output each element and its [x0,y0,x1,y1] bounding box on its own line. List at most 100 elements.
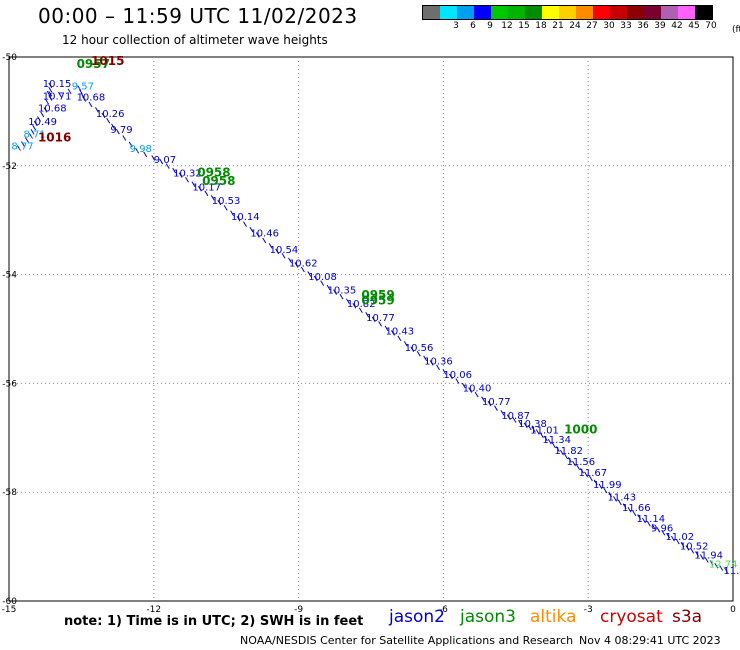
track-tick [16,145,21,151]
track-tick [564,453,568,460]
legend-tick-label: 24 [569,21,581,31]
satellite-altika: altika [530,607,577,627]
track-tick [617,499,622,506]
track-tick [281,253,286,259]
legend-tick-label: 18 [535,21,547,31]
swh-value-label: 10.40 [463,384,492,395]
track-tick [275,248,280,255]
track-tick [32,124,37,131]
track-tick [627,506,632,513]
track-tick [539,432,544,438]
track-tick [82,96,87,102]
footer-timestamp: Nov 4 08:29:41 UTC 2023 [579,634,721,647]
track-tick [695,551,699,557]
track-tick [236,215,241,222]
satellite-jason2: jason2 [389,607,445,627]
swh-value-label: 10.36 [424,356,453,367]
track-tick [429,360,434,366]
legend-swatch [440,6,457,19]
swh-value-label: 11.94 [694,551,723,562]
track-tick [512,417,517,423]
track-tick [151,155,156,161]
track-tick [268,243,273,249]
legend-swatch [593,6,610,19]
map-title: 00:00 – 11:59 UTC 11/02/2023 [38,4,358,28]
track-tick [651,524,656,530]
track-tick [568,457,572,463]
swh-value-label: 10.46 [250,229,279,240]
legend-swatch [474,6,491,19]
track-tick [580,467,584,474]
track-tick [588,475,593,482]
track-tick [576,464,580,470]
track-tick [255,232,260,238]
swh-value-label: 11.01 [530,425,559,436]
legend-tick-label: 6 [470,21,476,31]
track-tick [555,446,560,452]
swh-value-label: 10.17 [192,182,221,193]
swh-value-label: 10.43 [385,326,414,337]
track-tick [48,91,53,97]
track-tick [403,341,408,347]
swh-value-label: 10.62 [289,258,318,269]
swh-value-label: 10.38 [518,419,547,430]
footer-note: note: 1) Time is in UTC; 2) SWH is in fe… [64,614,364,629]
track-tick [58,91,62,98]
satellite-track [16,82,728,573]
y-tick-label: -50 [2,53,17,63]
legend-swatch [525,6,542,19]
satellite-s3a: s3a [672,607,703,627]
legend-swatch [610,6,627,19]
track-tick [135,147,140,154]
track-tick [500,409,505,416]
track-tick [704,557,709,563]
satellite-cryosat: cryosat [600,607,663,627]
legend-tick-label: 70 [705,21,717,31]
legend-tick-label: 3 [453,21,459,31]
track-tick [288,257,292,264]
track-tick [95,107,99,113]
time-label: 0959 [361,288,394,302]
track-tick [397,335,402,342]
track-tick [714,563,719,569]
track-tick [37,116,41,122]
track-tick [143,151,148,158]
track-tick [25,137,29,143]
plot-frame [8,56,734,602]
track-tick [593,479,598,486]
swh-value-label: 10.14 [231,212,260,223]
track-tick [481,396,486,402]
track-tick [352,302,357,309]
y-tick-label: -60 [2,597,17,607]
legend-tick-label: 30 [603,21,615,31]
track-tick [670,535,675,542]
legend-tick-label: 12 [501,21,513,31]
x-tick-label: -6 [439,605,448,615]
track-tick [313,275,318,282]
time-label: 0958 [202,174,235,188]
swh-value-label: 11.67 [579,468,608,479]
swh-labels: 10.15 9.5710.7110.6810.498.718.7710.6810.… [11,79,740,577]
legend-tick-label: 45 [688,21,700,31]
track-tick [40,111,45,118]
track-tick [506,414,511,421]
track-tick [106,118,111,124]
track-tick [101,112,106,119]
track-tick [30,129,35,135]
swh-value-label: 11.14 [636,514,665,525]
swh-value-label: 10.71 [43,91,72,102]
swh-value-label: 10.15 [43,79,72,90]
track-tick [719,565,724,571]
track-tick [346,298,350,304]
track-tick [531,427,536,433]
track-tick [642,517,646,524]
legend-swatch [542,6,559,19]
track-tick [675,538,680,545]
map-subtitle: 12 hour collection of altimeter wave hei… [62,33,328,47]
swh-value-label: 9.79 [110,125,132,136]
track-tick [172,167,177,174]
swh-value-label: 11.99 [593,480,622,491]
swh-value-label: 10.77 [366,313,395,324]
track-tick [384,325,389,332]
